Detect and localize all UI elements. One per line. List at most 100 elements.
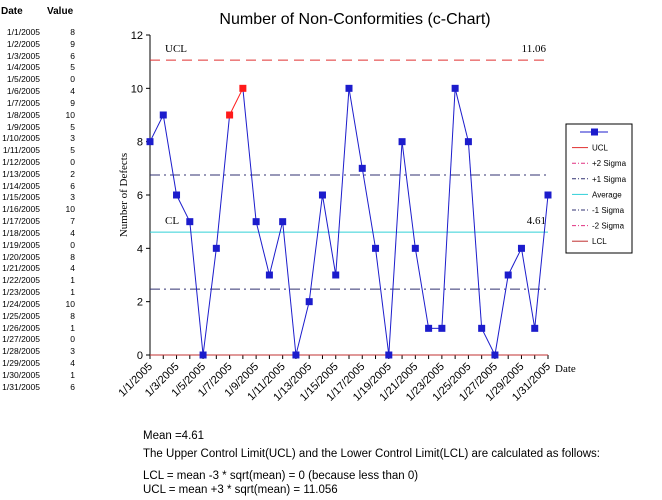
table-cell-date: 1/4/2005 bbox=[6, 62, 40, 73]
table-cell-date: 1/21/2005 bbox=[2, 263, 40, 274]
table-cell-value: 0 bbox=[70, 157, 75, 168]
reference-label: UCL bbox=[165, 43, 187, 55]
table-row: 1/10/2005 3 bbox=[0, 133, 80, 145]
table-cell-value: 9 bbox=[70, 38, 75, 49]
data-point bbox=[345, 84, 353, 92]
table-row: 1/29/2005 4 bbox=[0, 358, 80, 370]
series-segment bbox=[401, 141, 416, 249]
table-row: 1/25/2005 8 bbox=[0, 311, 80, 323]
mean-note: Mean =4.61 bbox=[143, 430, 205, 442]
table-cell-value: 8 bbox=[70, 251, 75, 262]
table-row: 1/16/2005 10 bbox=[0, 204, 80, 216]
y-tick-label: 4 bbox=[137, 243, 143, 255]
series-segment bbox=[321, 194, 337, 276]
series-segment bbox=[176, 194, 191, 222]
ucl-formula: UCL = mean +3 * sqrt(mean) = 11.056 bbox=[143, 484, 338, 496]
data-point bbox=[212, 244, 220, 252]
legend-label: LCL bbox=[592, 237, 607, 246]
table-cell-value: 8 bbox=[70, 310, 75, 321]
table-row: 1/26/2005 1 bbox=[0, 323, 80, 335]
legend-label: +2 Sigma bbox=[592, 159, 627, 168]
data-point bbox=[425, 324, 433, 332]
reference-value-label: 11.06 bbox=[522, 43, 547, 55]
table-cell-value: 9 bbox=[70, 97, 75, 108]
data-point bbox=[318, 191, 326, 199]
table-cell-value: 7 bbox=[70, 216, 75, 227]
data-point bbox=[531, 324, 539, 332]
data-point bbox=[332, 271, 340, 279]
table-cell-value: 10 bbox=[65, 204, 75, 215]
series-segment bbox=[255, 221, 270, 276]
data-point bbox=[517, 244, 525, 252]
series-segment bbox=[295, 301, 310, 356]
table-cell-date: 1/28/2005 bbox=[2, 346, 40, 357]
lcl-formula: LCL = mean -3 * sqrt(mean) = 0 (because … bbox=[143, 470, 419, 482]
table-row: 1/8/2005 10 bbox=[0, 110, 80, 122]
table-row: 1/24/2005 10 bbox=[0, 299, 80, 311]
table-row: 1/19/2005 0 bbox=[0, 240, 80, 252]
table-cell-value: 5 bbox=[70, 121, 75, 132]
data-point bbox=[464, 138, 472, 146]
data-point bbox=[252, 218, 260, 226]
table-cell-value: 6 bbox=[70, 50, 75, 61]
table-cell-date: 1/18/2005 bbox=[2, 227, 40, 238]
legend-label: Average bbox=[592, 190, 622, 199]
table-row: 1/4/2005 5 bbox=[0, 62, 80, 74]
table-cell-date: 1/3/2005 bbox=[6, 50, 40, 61]
data-point bbox=[186, 218, 194, 226]
legend-label: UCL bbox=[592, 144, 609, 153]
table-cell-date: 1/13/2005 bbox=[2, 168, 40, 179]
table-cell-value: 6 bbox=[70, 381, 75, 392]
series-segment bbox=[268, 221, 284, 276]
data-point bbox=[265, 271, 273, 279]
series-segment bbox=[282, 221, 297, 356]
series-segment bbox=[520, 248, 536, 329]
table-row: 1/6/2005 4 bbox=[0, 86, 80, 98]
table-row: 1/14/2005 6 bbox=[0, 181, 80, 193]
y-tick-label: 0 bbox=[137, 350, 143, 362]
series-segment bbox=[481, 328, 496, 356]
y-tick-label: 6 bbox=[137, 190, 143, 202]
table-cell-value: 6 bbox=[70, 180, 75, 191]
table-cell-date: 1/15/2005 bbox=[2, 192, 40, 203]
series-segment bbox=[215, 114, 231, 249]
series-segment bbox=[414, 248, 430, 329]
series-segment bbox=[202, 248, 217, 356]
table-row: 1/2/2005 9 bbox=[0, 39, 80, 51]
series-segment bbox=[308, 194, 323, 302]
data-point bbox=[226, 111, 234, 119]
table-row: 1/3/2005 6 bbox=[0, 51, 80, 63]
data-point bbox=[358, 164, 366, 172]
table-cell-value: 0 bbox=[70, 239, 75, 250]
table-cell-value: 3 bbox=[70, 346, 75, 357]
table-cell-date: 1/29/2005 bbox=[2, 357, 40, 368]
series-segment bbox=[162, 114, 178, 196]
table-cell-date: 1/30/2005 bbox=[2, 369, 40, 380]
table-cell-date: 1/17/2005 bbox=[2, 216, 40, 227]
table-cell-date: 1/6/2005 bbox=[6, 86, 40, 97]
data-point bbox=[438, 324, 446, 332]
series-segment bbox=[441, 88, 456, 329]
table-cell-date: 1/10/2005 bbox=[2, 133, 40, 144]
table-cell-value: 4 bbox=[70, 357, 75, 368]
chart-title: Number of Non-Conformities (c-Chart) bbox=[219, 11, 490, 28]
series-segment bbox=[361, 168, 377, 249]
series-segment bbox=[507, 248, 522, 276]
series-segment bbox=[149, 114, 164, 142]
legend: UCL +2 Sigma +1 Sigma Average -1 Sigma -2 Sig… bbox=[565, 123, 633, 254]
series-segment bbox=[348, 88, 363, 169]
table-cell-date: 1/20/2005 bbox=[2, 251, 40, 262]
table-cell-value: 5 bbox=[70, 62, 75, 73]
data-point bbox=[279, 218, 287, 226]
table-row: 1/18/2005 4 bbox=[0, 228, 80, 240]
table-cell-date: 1/23/2005 bbox=[2, 287, 40, 298]
data-point bbox=[305, 298, 313, 306]
legend-box bbox=[565, 123, 633, 254]
x-axis-label: Date bbox=[555, 363, 576, 375]
table-row: 1/5/2005 0 bbox=[0, 74, 80, 86]
table-cell-value: 1 bbox=[70, 369, 75, 380]
data-point bbox=[411, 244, 419, 252]
data-point bbox=[491, 351, 499, 359]
table-cell-value: 4 bbox=[70, 263, 75, 274]
table-cell-date: 1/7/2005 bbox=[6, 97, 40, 108]
